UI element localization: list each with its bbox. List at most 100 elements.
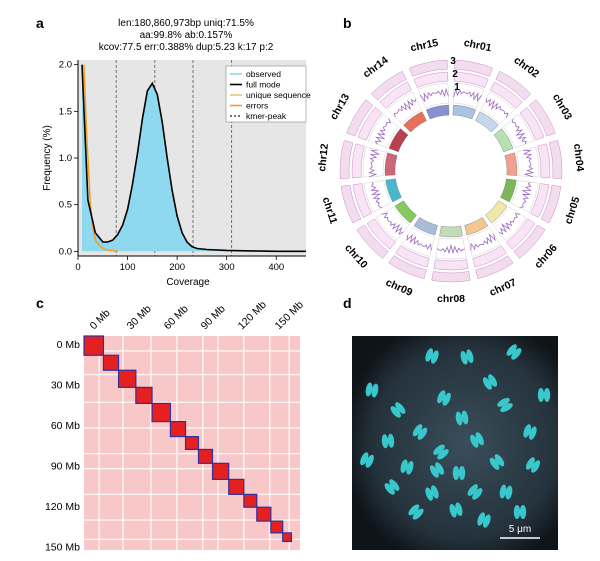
track-3-band	[431, 271, 471, 283]
ideogram-chr02	[475, 111, 499, 133]
track-1-line-area	[492, 206, 526, 241]
chromatid	[511, 348, 522, 360]
chromosome-chr04: chr04	[504, 140, 586, 180]
track-3-band	[388, 255, 427, 280]
chromatid	[437, 449, 449, 460]
ideogram-chr09	[413, 217, 438, 236]
panel-a: a len:180,860,973bp uniq:71.5% aa:99.8% …	[36, 15, 311, 288]
ideogram-chr11	[385, 178, 402, 203]
chromosome-label: chr05	[562, 195, 582, 226]
chromatid	[531, 460, 541, 473]
chromosome-chr03: chr03	[493, 92, 574, 153]
chromatid	[499, 484, 507, 499]
chromosome-spread	[360, 344, 551, 528]
chromosome	[360, 452, 374, 468]
chromosome	[467, 484, 483, 500]
chromatid	[381, 434, 389, 449]
track-2-band	[413, 71, 449, 88]
hic-left-label: 60 Mb	[51, 420, 80, 432]
chromatid	[389, 479, 400, 491]
chromatid	[437, 390, 446, 404]
chromosome-block	[117, 369, 137, 388]
track-label-3: 3	[450, 56, 456, 67]
track-2-band	[453, 71, 489, 88]
panel-b-label: b	[343, 15, 352, 31]
chromosome-block	[102, 354, 120, 371]
legend-entry: unique sequence	[246, 90, 311, 100]
full-mode-line	[81, 64, 306, 253]
chromatid	[417, 427, 428, 440]
chromatid	[466, 349, 474, 364]
chromosome-label: chr06	[532, 242, 560, 271]
observed-area	[82, 64, 306, 252]
track-label-1: 1	[454, 82, 460, 93]
x-tick-label: 0	[75, 262, 80, 273]
track-3-band	[540, 184, 562, 224]
chromatid	[494, 454, 505, 467]
chromosome-label: chr15	[409, 37, 439, 55]
chromosome-block	[169, 421, 187, 438]
track-1-line	[381, 212, 404, 235]
legend-entry: errors	[246, 101, 268, 111]
chromatid	[360, 452, 369, 466]
track-1-line	[453, 87, 482, 103]
chromatid	[452, 466, 460, 480]
track-2-band	[351, 143, 365, 179]
y-axis-ticks: 0.0 0.5 1.0 1.5 2.0	[59, 60, 78, 257]
y-tick-label: 0.5	[59, 200, 72, 211]
track-1-line-area	[363, 180, 392, 213]
chromosome-chr01: chr01	[452, 37, 493, 120]
chromatid	[384, 483, 395, 495]
chromatid	[365, 454, 374, 468]
chromosome-chr12: chr12	[316, 140, 398, 180]
track-2-band	[537, 143, 551, 179]
chromatid	[371, 383, 379, 398]
chromosome	[449, 502, 463, 518]
chromatid	[429, 465, 439, 478]
chromosome-block	[151, 402, 171, 423]
chromatid	[489, 457, 500, 470]
chromatid	[513, 505, 521, 519]
panel-b: b chr01chr02chr03chr04chr05chr06chr07chr…	[316, 15, 586, 305]
chromatid	[387, 433, 395, 448]
chromosome	[429, 462, 445, 478]
chromosome-block	[184, 435, 200, 451]
chromosome	[365, 382, 379, 398]
x-axis-title: Coverage	[166, 277, 210, 288]
chromosome-label: chr12	[316, 143, 331, 172]
chromosome	[408, 504, 424, 520]
ideogram-chr04	[504, 152, 518, 176]
chromatid	[390, 406, 401, 418]
hic-top-label: 60 Mb	[162, 303, 191, 332]
chromatid	[543, 388, 551, 402]
track-1-line-area	[516, 146, 540, 178]
hic-top-label: 0 Mb	[88, 307, 113, 332]
chromosome	[390, 402, 406, 418]
track-1-line	[370, 181, 382, 209]
chromatid	[488, 374, 498, 387]
hic-left-label: 30 Mb	[51, 380, 80, 392]
ideogram-chr05	[500, 178, 517, 203]
chromosome	[506, 344, 522, 360]
track-1-line-area	[435, 237, 467, 260]
chromatid	[449, 503, 457, 518]
chromatid	[400, 459, 408, 474]
y-tick-label: 1.5	[59, 106, 72, 117]
chromatid	[455, 502, 463, 517]
panel-c-label: c	[36, 295, 44, 311]
chromosome-label: chr10	[342, 242, 370, 271]
chromosome	[381, 433, 395, 449]
track-3-band	[513, 224, 546, 259]
chromatid	[455, 411, 463, 426]
chromosome	[499, 484, 513, 500]
chromatid	[425, 348, 434, 362]
chromosome	[437, 390, 451, 406]
ideogram-chr06	[485, 200, 508, 224]
kmer-stats-line-3: kcov:77.5 err:0.388% dup:5.23 k:17 p:2	[99, 42, 274, 53]
chromosome-block	[135, 386, 153, 405]
track-1-line	[368, 149, 381, 178]
chromosome	[400, 459, 414, 475]
chromatid	[412, 508, 424, 520]
track-1-line	[406, 234, 432, 251]
